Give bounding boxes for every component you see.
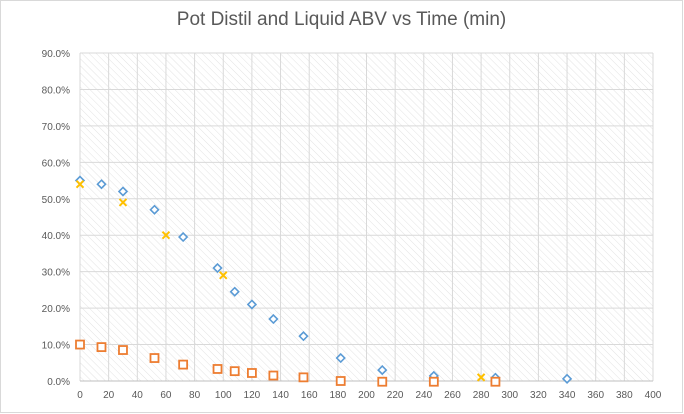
y-tick-label: 0.0%	[47, 377, 70, 388]
x-tick-label: 340	[559, 390, 576, 401]
x-marker	[476, 373, 486, 382]
square-marker	[75, 339, 85, 350]
square-marker	[229, 366, 240, 377]
x-tick-label: 380	[616, 390, 633, 401]
square-marker	[335, 376, 346, 386]
square-marker	[298, 372, 309, 383]
square-marker	[212, 364, 223, 374]
x-marker	[118, 198, 128, 207]
x-tick-label: 40	[132, 390, 144, 401]
diamond-marker	[298, 331, 309, 342]
square-marker	[149, 353, 160, 363]
diamond-marker	[377, 364, 388, 376]
square-marker	[490, 376, 501, 387]
data-markers	[74, 175, 573, 387]
diamond-marker	[229, 286, 240, 297]
y-tick-label: 30.0%	[42, 268, 70, 279]
x-tick-label: 360	[587, 390, 604, 401]
chart-title: Pot Distil and Liquid ABV vs Time (min)	[176, 9, 507, 30]
x-tick-label: 320	[530, 390, 547, 401]
square-marker	[377, 376, 388, 387]
x-tick-label: 140	[272, 390, 289, 401]
x-tick-label: 180	[330, 390, 347, 401]
y-tick-label: 80.0%	[42, 85, 70, 96]
x-marker	[75, 179, 85, 189]
diamond-marker	[149, 204, 160, 215]
square-marker	[178, 359, 189, 370]
diamond-marker	[335, 352, 346, 364]
x-marker	[161, 231, 171, 240]
x-tick-label: 300	[501, 390, 518, 401]
diamond-marker	[268, 313, 279, 325]
x-tick-label: 20	[103, 390, 115, 401]
square-marker	[428, 376, 439, 387]
diamond-marker	[246, 299, 258, 310]
square-marker	[268, 370, 279, 381]
square-marker	[246, 368, 257, 378]
x-tick-label: 400	[645, 390, 662, 401]
x-tick-label: 280	[473, 390, 490, 401]
y-tick-label: 90.0%	[42, 49, 70, 60]
x-tick-label: 260	[444, 390, 461, 401]
diamond-marker	[178, 231, 189, 243]
x-tick-label: 220	[387, 390, 404, 401]
y-tick-label: 50.0%	[42, 195, 70, 206]
diamond-marker	[117, 186, 129, 197]
x-marker	[219, 271, 228, 280]
x-tick-label: 0	[77, 390, 83, 401]
y-tick-label: 40.0%	[42, 231, 70, 242]
x-tick-label: 100	[215, 390, 232, 401]
x-tick-label: 80	[189, 390, 201, 401]
x-tick-label: 160	[301, 390, 318, 401]
tick-labels: 0 20 40 60 80 100 120 140 160 180 200 220 240 260 280 3…	[42, 49, 662, 401]
diamond-marker	[96, 179, 107, 190]
x-tick-label: 200	[358, 390, 375, 401]
y-tick-label: 10.0%	[42, 341, 70, 352]
diamond-marker	[561, 373, 573, 384]
diamond-marker	[212, 262, 223, 274]
y-tick-label: 20.0%	[42, 304, 70, 315]
square-marker	[96, 342, 107, 353]
x-tick-label: 120	[244, 390, 261, 401]
y-tick-label: 70.0%	[42, 122, 70, 133]
square-marker	[118, 345, 128, 355]
x-tick-label: 60	[160, 390, 172, 401]
y-tick-label: 60.0%	[42, 158, 70, 169]
grid-lines	[79, 52, 654, 382]
x-tick-label: 240	[415, 390, 432, 401]
